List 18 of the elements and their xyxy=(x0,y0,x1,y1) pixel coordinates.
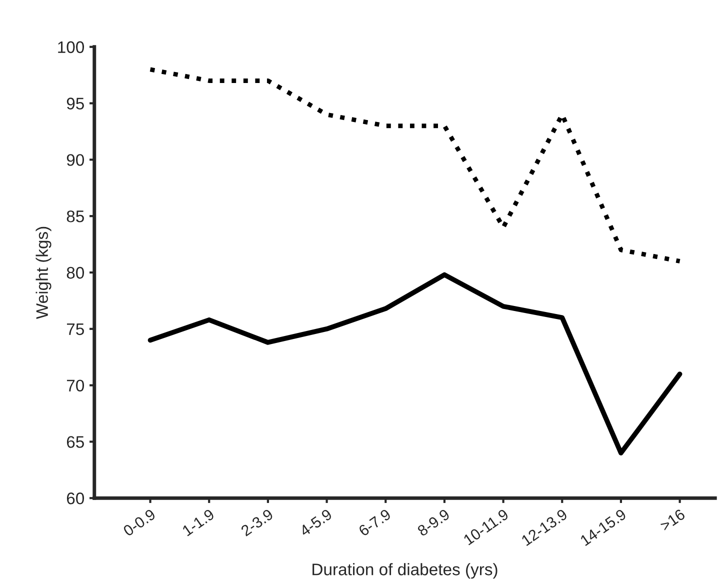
y-tick-label: 90 xyxy=(66,154,84,166)
x-tick-label: 8-9.9 xyxy=(416,508,450,537)
y-tick-label: 60 xyxy=(66,492,84,504)
y-tick-label: 100 xyxy=(58,41,84,54)
x-axis-title: Duration of diabetes (yrs) xyxy=(312,563,498,579)
y-tick-label: 65 xyxy=(66,436,84,448)
line-series xyxy=(148,67,682,264)
x-tick-label: 6-7.9 xyxy=(358,508,392,537)
line-series xyxy=(148,272,682,456)
x-tick-label: 4-5.9 xyxy=(298,508,333,537)
y-tick-label: 75 xyxy=(66,323,84,336)
x-tick-label: >16 xyxy=(659,508,686,532)
y-tick-label: 85 xyxy=(66,210,84,222)
y-tick-label: 80 xyxy=(66,266,84,279)
y-tick-label: 70 xyxy=(66,380,84,392)
y-axis-title: Weight (kgs) xyxy=(36,226,52,320)
x-tick-label: 0-0.9 xyxy=(122,508,156,537)
y-tick-label: 95 xyxy=(66,98,84,110)
